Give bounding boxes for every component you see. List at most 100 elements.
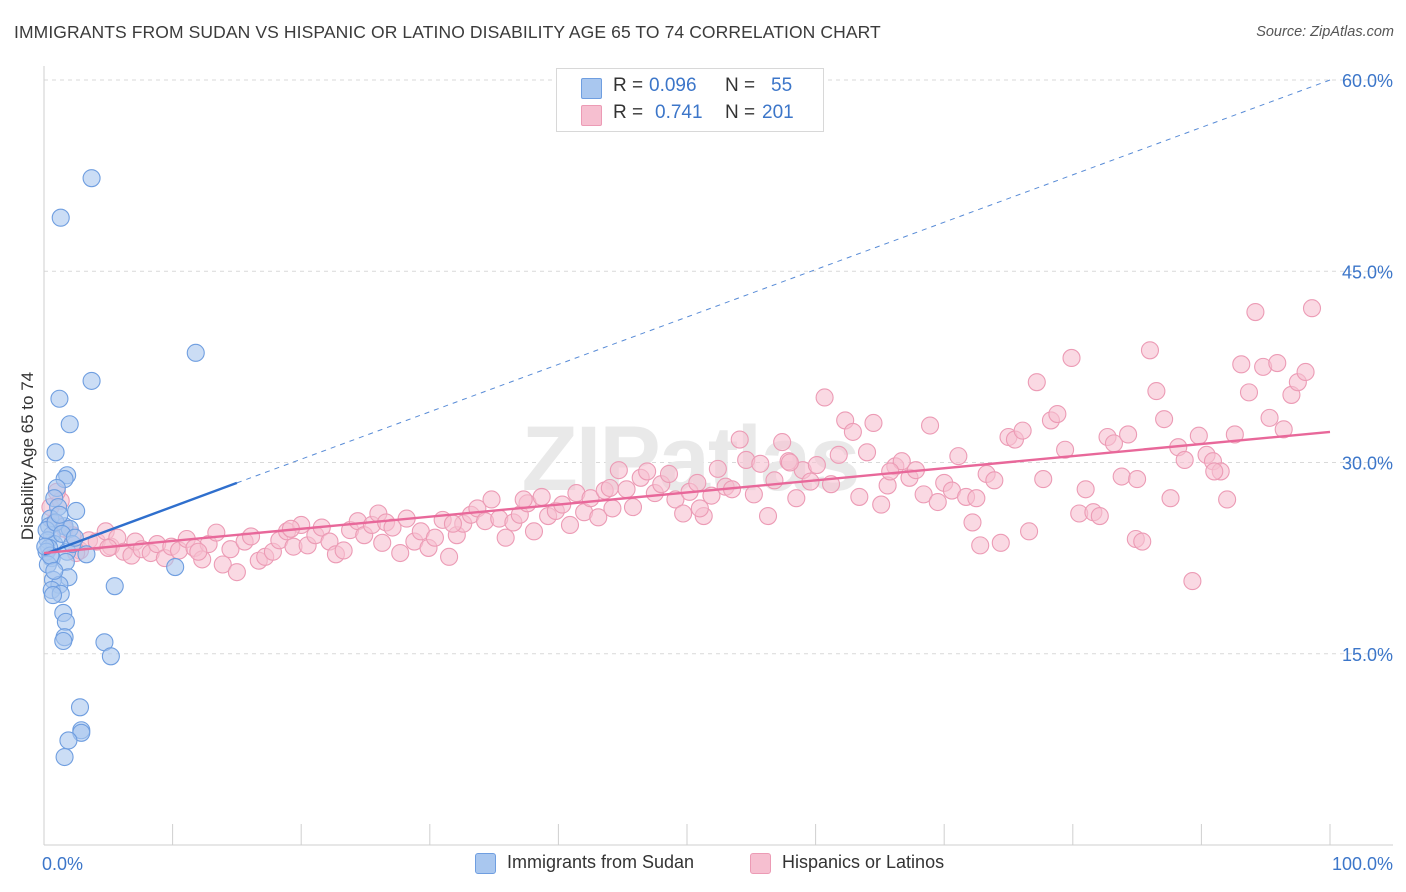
correlation-legend: R = 0.096 N = 55 R = 0.741 N = 201 bbox=[556, 68, 824, 132]
hispanic-point bbox=[690, 499, 709, 518]
legend-row-hispanic: R = 0.741 N = 201 bbox=[557, 102, 823, 128]
hispanic-point bbox=[1119, 425, 1138, 444]
hispanic-point bbox=[963, 513, 982, 532]
hispanic-point bbox=[589, 508, 608, 527]
hispanic-point bbox=[482, 490, 501, 509]
hispanic-point bbox=[829, 445, 848, 464]
sudan-point bbox=[60, 415, 79, 434]
hispanic-point bbox=[864, 413, 883, 433]
hispanic-point bbox=[758, 506, 778, 526]
hispanic-point bbox=[1155, 410, 1174, 429]
hispanic-point bbox=[991, 533, 1010, 552]
hispanic-point bbox=[872, 495, 891, 514]
source-label: Source: ZipAtlas.com bbox=[1256, 24, 1394, 40]
hispanic-point bbox=[985, 471, 1004, 490]
hispanic-point bbox=[213, 555, 232, 574]
hispanic-point bbox=[843, 422, 862, 441]
r-label: R = bbox=[613, 102, 644, 123]
sudan-point bbox=[82, 169, 101, 188]
hispanic-point bbox=[674, 504, 693, 523]
legend-row-sudan: R = 0.096 N = 55 bbox=[557, 75, 823, 101]
hispanic-point bbox=[1062, 348, 1081, 368]
legend-swatch-pink bbox=[750, 853, 771, 874]
sudan-point bbox=[43, 586, 63, 605]
hispanic-point bbox=[496, 528, 515, 547]
sudan-point bbox=[105, 577, 124, 596]
hispanic-point bbox=[1161, 489, 1180, 508]
sudan-point bbox=[166, 557, 185, 577]
hispanic-point bbox=[1034, 470, 1053, 489]
hispanic-point bbox=[1274, 420, 1293, 439]
sudan-point bbox=[46, 443, 65, 462]
chart-title: IMMIGRANTS FROM SUDAN VS HISPANIC OR LAT… bbox=[14, 22, 881, 42]
sudan-point bbox=[67, 501, 86, 521]
y-tick-label: 30.0% bbox=[1342, 454, 1393, 474]
y-tick-label: 15.0% bbox=[1342, 645, 1393, 665]
hispanic-point bbox=[1140, 341, 1160, 360]
sudan-point bbox=[70, 698, 90, 717]
hispanic-point bbox=[914, 485, 933, 504]
sudan-point bbox=[50, 505, 69, 524]
hispanic-point bbox=[1246, 302, 1265, 322]
hispanic-point bbox=[1056, 440, 1075, 459]
hispanic-point bbox=[189, 542, 208, 561]
hispanic-point bbox=[443, 514, 462, 533]
hispanic-point bbox=[1076, 480, 1095, 499]
x-tick-label-end: 100.0% bbox=[1332, 854, 1393, 874]
sudan-point bbox=[45, 561, 64, 580]
hispanic-point bbox=[623, 498, 643, 517]
hispanic-point bbox=[1048, 404, 1067, 424]
hispanic-point bbox=[1218, 490, 1237, 509]
n-value: 201 bbox=[762, 102, 794, 123]
hispanic-point bbox=[514, 490, 533, 509]
hispanic-point bbox=[241, 527, 261, 546]
hispanic-point bbox=[1112, 467, 1131, 486]
hispanic-point bbox=[1133, 532, 1152, 551]
hispanic-point bbox=[1013, 421, 1032, 440]
hispanic-point bbox=[1296, 362, 1315, 382]
hispanic-point bbox=[1268, 353, 1287, 373]
hispanic-point bbox=[815, 388, 834, 407]
hispanic-point bbox=[425, 528, 444, 547]
r-value: 0.741 bbox=[655, 102, 703, 123]
hispanic-point bbox=[617, 480, 636, 499]
hispanic-point bbox=[807, 455, 826, 475]
hispanic-point bbox=[1183, 572, 1202, 591]
hispanic-point bbox=[524, 522, 544, 541]
n-label: N = bbox=[725, 102, 756, 123]
n-value: 55 bbox=[771, 75, 793, 96]
hispanic-point bbox=[532, 487, 551, 506]
sudan-point bbox=[59, 731, 78, 750]
hispanic-point bbox=[391, 543, 410, 563]
hispanic-point bbox=[1260, 408, 1279, 427]
sudan-trend-line bbox=[43, 481, 238, 556]
hispanic-point bbox=[751, 454, 770, 473]
y-tick-label: 60.0% bbox=[1342, 71, 1393, 91]
legend-swatch-blue bbox=[581, 78, 602, 99]
sudan-point bbox=[186, 343, 205, 362]
legend-swatch-pink bbox=[581, 105, 602, 126]
hispanic-point bbox=[221, 540, 240, 559]
sudan-point bbox=[56, 612, 75, 631]
y-axis-label: Disability Age 65 to 74 bbox=[18, 372, 37, 540]
r-label: R = bbox=[613, 75, 644, 96]
sudan-trend-extension bbox=[236, 79, 1331, 484]
hispanic-trend-line bbox=[43, 430, 1331, 555]
hispanic-point bbox=[1128, 470, 1147, 489]
hispanic-point bbox=[971, 536, 990, 555]
hispanic-point bbox=[560, 515, 580, 535]
hispanic-point bbox=[921, 416, 940, 435]
r-value: 0.096 bbox=[649, 75, 697, 96]
hispanic-point bbox=[730, 430, 749, 449]
hispanic-point bbox=[1020, 522, 1039, 541]
hispanic-point bbox=[609, 461, 628, 480]
hispanic-point bbox=[659, 464, 679, 484]
hispanic-point bbox=[1090, 506, 1109, 526]
hispanic-point bbox=[1189, 426, 1208, 445]
hispanic-point bbox=[1232, 355, 1251, 374]
hispanic-point bbox=[638, 462, 657, 481]
hispanic-point bbox=[787, 489, 806, 508]
hispanic-point bbox=[1225, 425, 1244, 444]
hispanic-point bbox=[600, 478, 619, 498]
sudan-point bbox=[82, 371, 101, 390]
